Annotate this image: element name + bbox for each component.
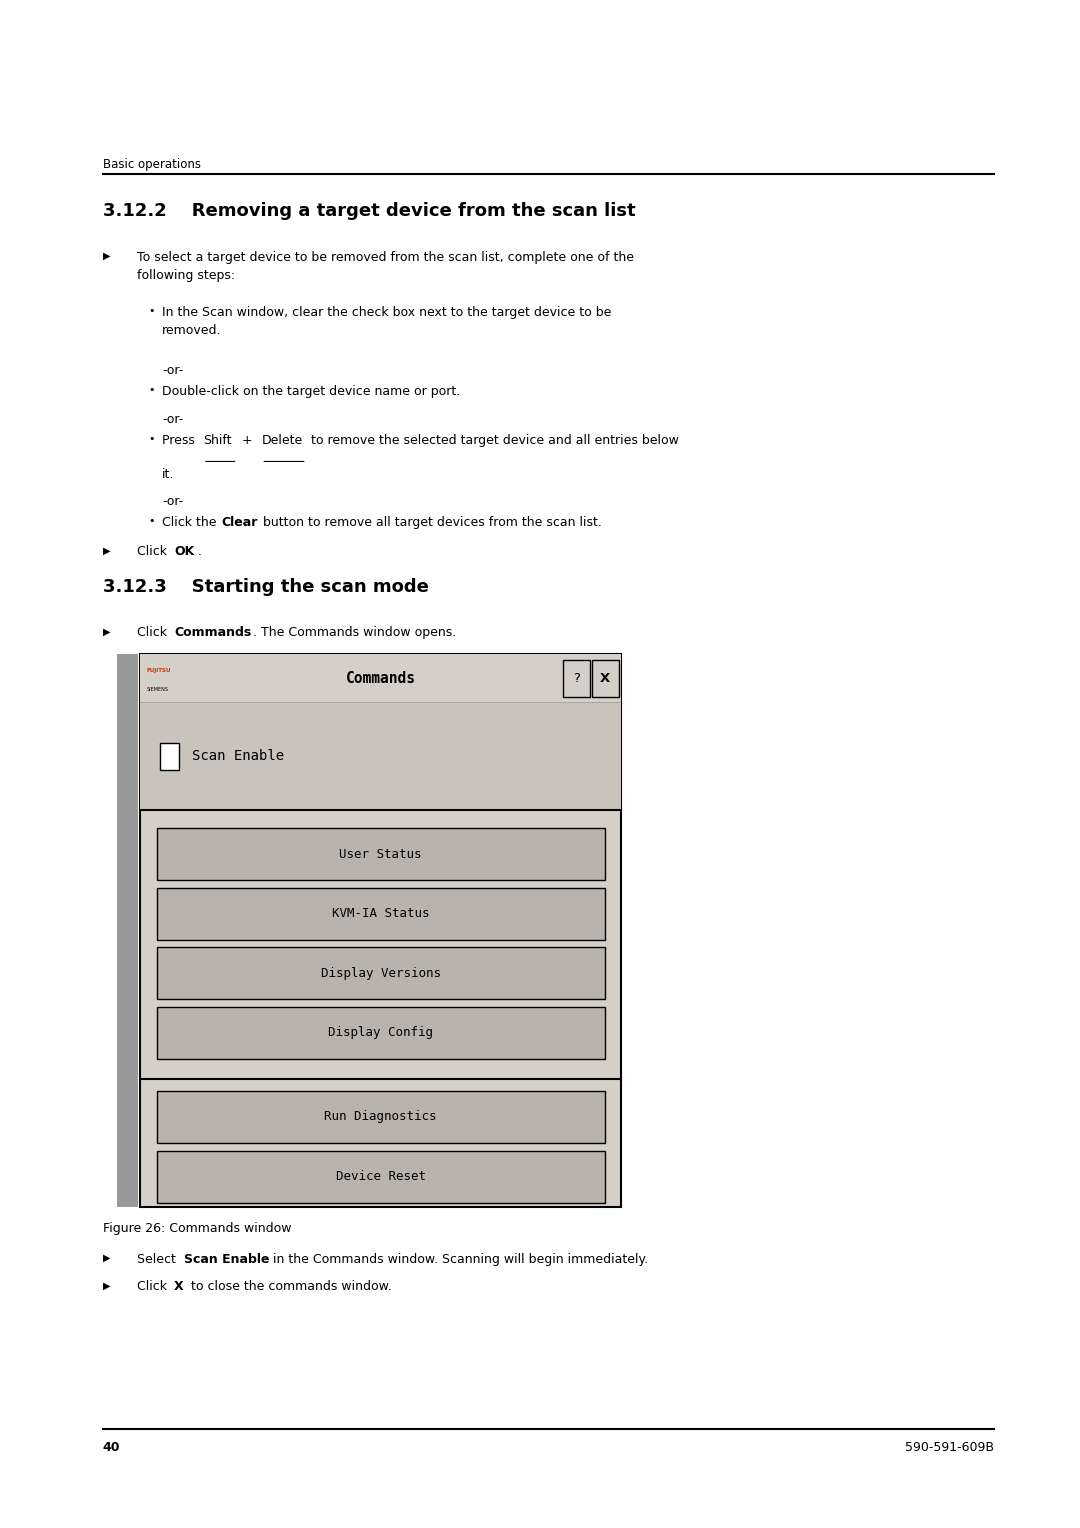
FancyBboxPatch shape <box>157 947 605 999</box>
Text: 590-591-609B: 590-591-609B <box>905 1441 994 1455</box>
Text: KVM-IA Status: KVM-IA Status <box>332 908 430 920</box>
Text: X: X <box>174 1280 184 1294</box>
Text: .: . <box>198 545 202 559</box>
Text: Basic operations: Basic operations <box>103 157 201 171</box>
FancyBboxPatch shape <box>140 703 621 810</box>
Text: ▶: ▶ <box>103 1253 110 1264</box>
Text: To select a target device to be removed from the scan list, complete one of the
: To select a target device to be removed … <box>137 251 634 281</box>
Text: In the Scan window, clear the check box next to the target device to be
removed.: In the Scan window, clear the check box … <box>162 306 611 336</box>
Text: Run Diagnostics: Run Diagnostics <box>324 1111 437 1123</box>
Text: X: X <box>600 672 610 685</box>
Text: Clear: Clear <box>221 516 258 530</box>
FancyBboxPatch shape <box>592 660 619 697</box>
FancyBboxPatch shape <box>157 1091 605 1143</box>
Text: Display Config: Display Config <box>328 1027 433 1039</box>
FancyBboxPatch shape <box>140 654 621 703</box>
FancyBboxPatch shape <box>160 743 179 770</box>
Text: Double-click on the target device name or port.: Double-click on the target device name o… <box>162 385 460 399</box>
Text: Device Reset: Device Reset <box>336 1170 426 1183</box>
Text: ▶: ▶ <box>103 545 110 556</box>
Text: SIEMENS: SIEMENS <box>147 686 168 692</box>
FancyBboxPatch shape <box>157 888 605 940</box>
Text: button to remove all target devices from the scan list.: button to remove all target devices from… <box>259 516 602 530</box>
Text: in the Commands window. Scanning will begin immediately.: in the Commands window. Scanning will be… <box>269 1253 648 1267</box>
Text: +: + <box>238 434 256 448</box>
Text: Commands: Commands <box>174 626 252 640</box>
Text: Click the: Click the <box>162 516 220 530</box>
Text: it.: it. <box>162 468 174 481</box>
FancyBboxPatch shape <box>117 654 138 1207</box>
Text: Click: Click <box>137 626 171 640</box>
Text: Shift: Shift <box>203 434 231 448</box>
Text: •: • <box>148 434 154 445</box>
Text: Scan Enable: Scan Enable <box>184 1253 269 1267</box>
Text: 3.12.2    Removing a target device from the scan list: 3.12.2 Removing a target device from the… <box>103 202 635 220</box>
FancyBboxPatch shape <box>140 654 621 1207</box>
Text: ▶: ▶ <box>103 1280 110 1291</box>
Text: to close the commands window.: to close the commands window. <box>187 1280 392 1294</box>
Text: Click: Click <box>137 1280 171 1294</box>
FancyBboxPatch shape <box>157 828 605 880</box>
Text: ▶: ▶ <box>103 626 110 637</box>
Text: FUJITSU: FUJITSU <box>147 668 172 674</box>
Text: Display Versions: Display Versions <box>321 967 441 979</box>
FancyBboxPatch shape <box>157 1151 605 1203</box>
Text: ?: ? <box>572 672 580 685</box>
Text: Click: Click <box>137 545 171 559</box>
Text: •: • <box>148 516 154 527</box>
Text: Press: Press <box>162 434 199 448</box>
FancyBboxPatch shape <box>157 1007 605 1059</box>
Text: •: • <box>148 385 154 396</box>
Text: 3.12.3    Starting the scan mode: 3.12.3 Starting the scan mode <box>103 578 429 596</box>
Text: . The Commands window opens.: . The Commands window opens. <box>253 626 456 640</box>
Text: -or-: -or- <box>162 495 184 509</box>
Text: Delete: Delete <box>261 434 302 448</box>
Text: 40: 40 <box>103 1441 120 1455</box>
Text: Commands: Commands <box>346 671 416 686</box>
Text: OK: OK <box>174 545 194 559</box>
Text: User Status: User Status <box>339 848 422 860</box>
Text: Scan Enable: Scan Enable <box>192 749 284 764</box>
Text: •: • <box>148 306 154 316</box>
Text: to remove the selected target device and all entries below: to remove the selected target device and… <box>307 434 678 448</box>
Text: Figure 26: Commands window: Figure 26: Commands window <box>103 1222 292 1236</box>
FancyBboxPatch shape <box>563 660 590 697</box>
Text: -or-: -or- <box>162 413 184 426</box>
Text: Select: Select <box>137 1253 180 1267</box>
Text: -or-: -or- <box>162 364 184 377</box>
Text: ▶: ▶ <box>103 251 110 261</box>
